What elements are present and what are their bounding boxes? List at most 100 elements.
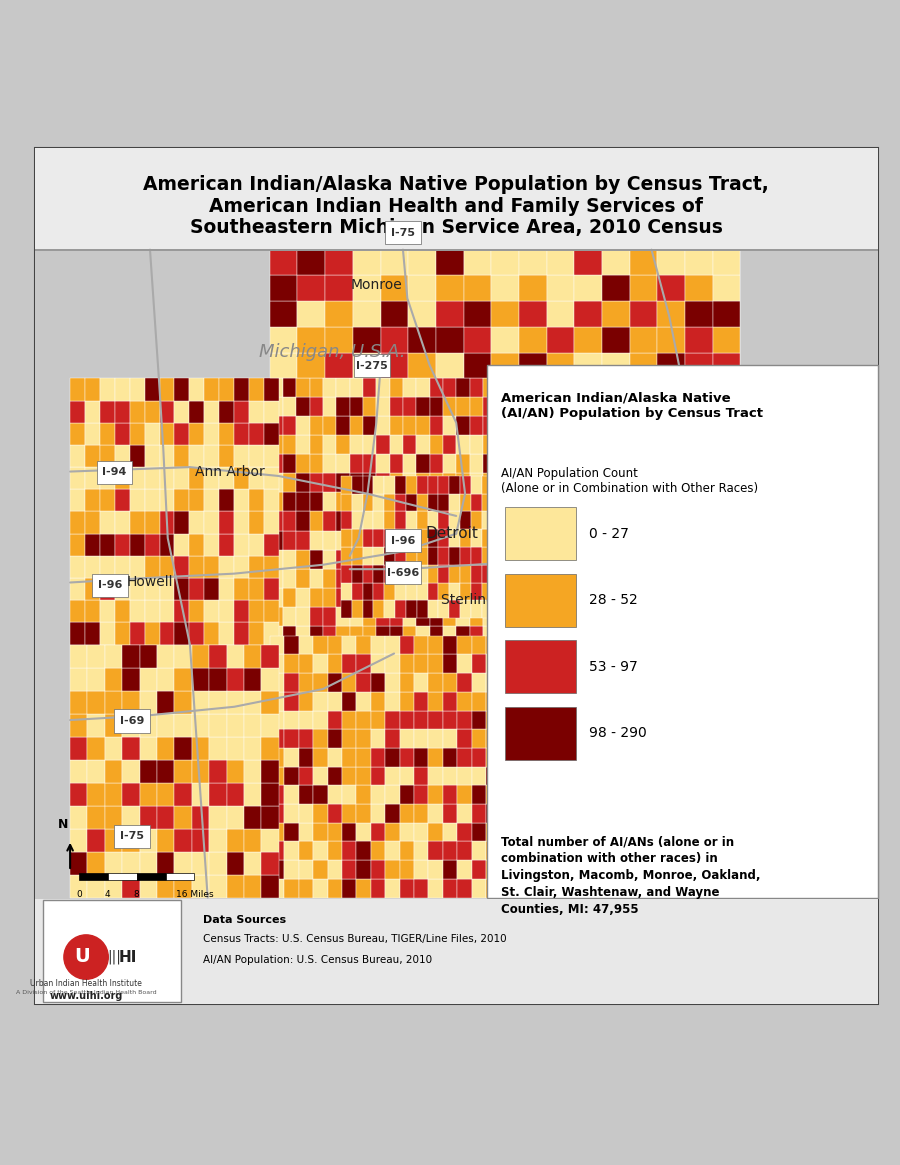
Bar [337,587,350,607]
Bar [350,607,363,626]
Bar [189,467,204,489]
Bar [536,511,549,530]
Bar [371,692,385,711]
Bar [472,841,486,860]
Bar [429,493,443,511]
Bar [395,529,406,548]
Bar [675,394,691,423]
Bar [264,578,279,600]
Bar [189,489,204,511]
Bar [209,806,227,828]
Bar [643,278,659,308]
Bar [325,353,353,379]
Bar [341,494,352,511]
Bar [403,473,417,493]
Bar [219,578,234,600]
Bar [626,249,643,278]
Bar [503,565,515,582]
Bar [323,416,337,436]
Bar [395,565,406,582]
Bar [395,582,406,600]
Text: N: N [58,818,68,831]
Bar [296,379,310,397]
Bar [249,600,264,622]
Bar [337,569,350,587]
Bar [209,760,227,783]
Bar [234,622,249,644]
Bar [562,452,578,480]
Bar [166,873,194,880]
Bar [244,852,261,875]
Bar [270,550,284,569]
Bar [486,692,500,711]
Bar [503,582,515,600]
Bar [376,454,390,473]
Bar [70,760,87,783]
Bar [443,454,456,473]
Text: I-96: I-96 [391,536,415,545]
Bar [471,511,482,529]
Bar [496,569,509,587]
Bar [503,511,515,529]
Bar [574,275,602,301]
Bar [449,600,460,617]
Bar [270,626,284,644]
Bar [284,473,296,493]
Bar [325,275,353,301]
Bar [381,275,409,301]
Bar [284,511,296,530]
Bar [227,644,244,668]
Bar [414,841,428,860]
Bar [108,873,137,880]
Bar [337,416,350,436]
Bar [204,511,219,534]
Bar [374,476,384,494]
Bar [536,626,549,644]
Bar [610,423,626,452]
Bar [296,397,310,416]
Bar [578,365,594,394]
Bar [429,607,443,626]
Bar [296,587,310,607]
Bar [438,600,449,617]
Bar [313,673,328,692]
Bar [724,423,740,452]
Bar [341,600,352,617]
Bar [390,473,403,493]
Bar [356,841,371,860]
Bar [482,626,496,644]
Bar [85,423,100,445]
Bar [249,445,264,467]
Bar [244,691,261,714]
Bar [417,582,428,600]
Bar [523,493,536,511]
Text: Total number of AI/ANs (alone or in
combination with other races) in
Livingston,: Total number of AI/ANs (alone or in comb… [500,835,760,917]
Bar [482,582,492,600]
Bar [175,760,192,783]
Bar [105,668,122,691]
Bar [341,582,352,600]
Bar [675,423,691,452]
Bar [406,476,417,494]
Bar [381,327,409,353]
Bar [464,275,491,301]
Bar [219,379,234,401]
Bar [323,493,337,511]
Bar [482,587,496,607]
Bar [443,626,456,644]
Bar [594,480,610,509]
Bar [342,804,356,822]
Bar [470,587,482,607]
Bar [390,587,403,607]
Bar [219,556,234,578]
Bar [403,454,417,473]
Bar [443,436,456,454]
Bar [87,736,105,760]
Bar [323,436,337,454]
Bar [429,550,443,569]
Bar [403,397,417,416]
Bar [363,530,376,550]
Bar [486,841,500,860]
Bar [140,760,157,783]
Bar [85,600,100,622]
